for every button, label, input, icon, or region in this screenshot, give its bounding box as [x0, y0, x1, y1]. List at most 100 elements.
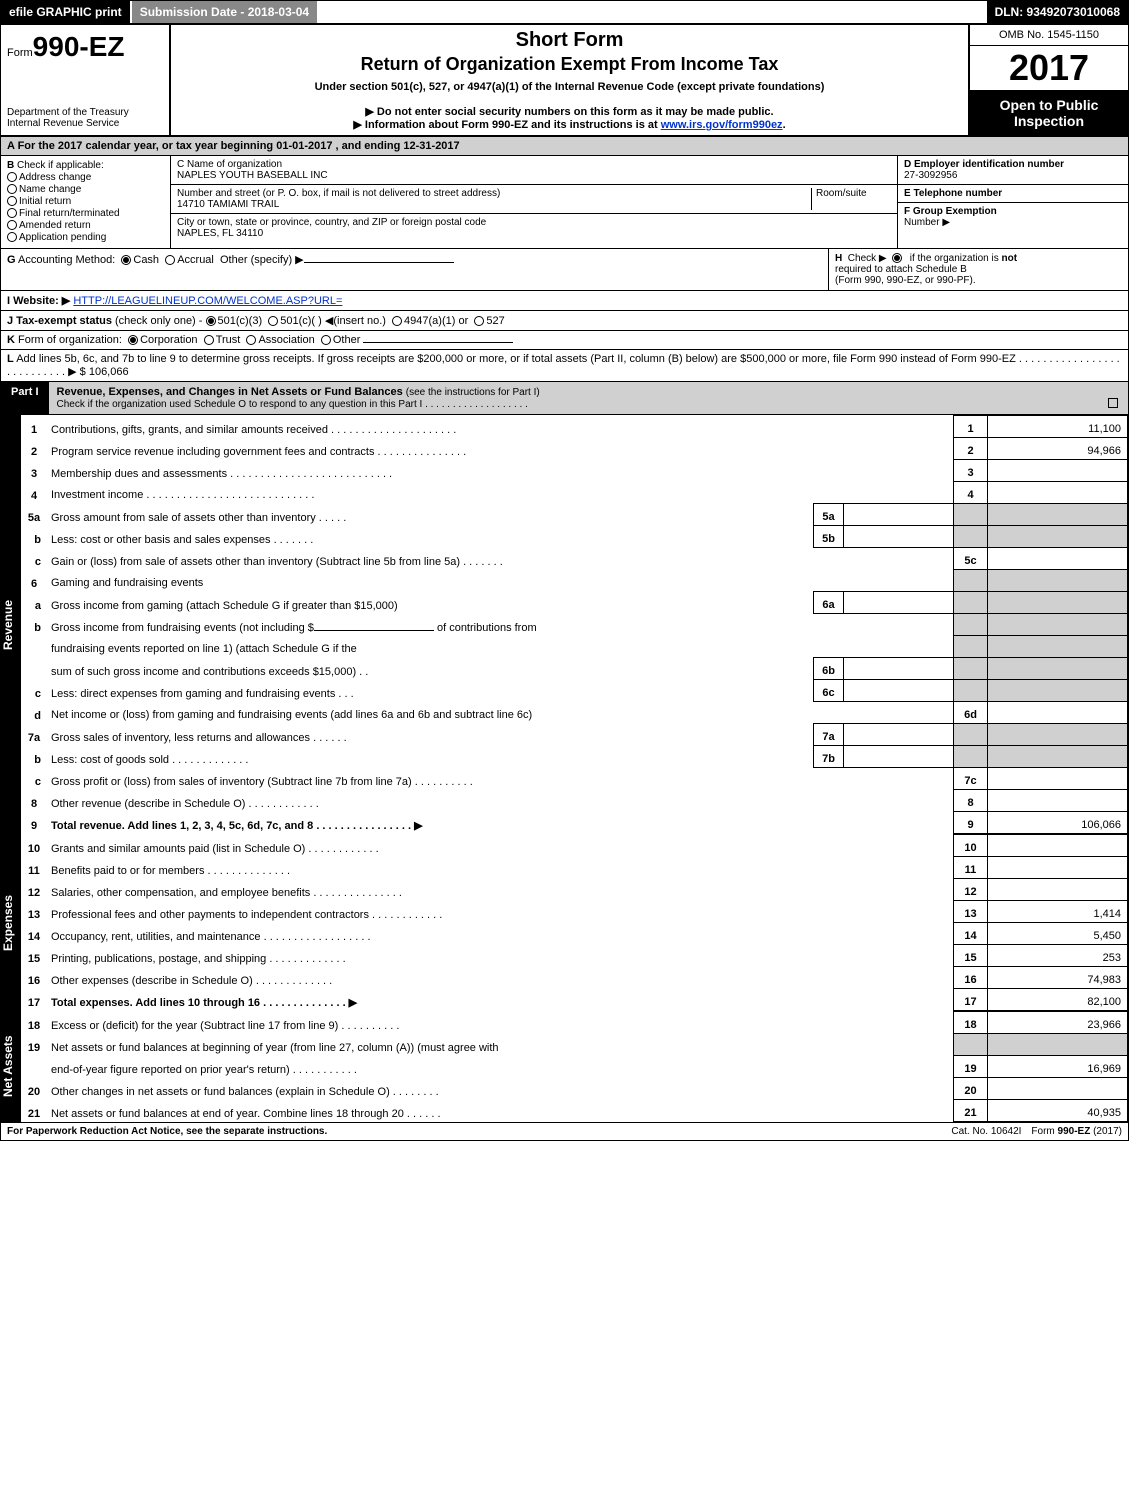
section-bcdef: B Check if applicable: Address change Na… — [1, 156, 1128, 249]
k-o3: Association — [258, 334, 314, 346]
l20-desc: Other changes in net assets or fund bala… — [47, 1078, 954, 1100]
accounting-cash-radio[interactable] — [121, 255, 131, 265]
info-pre: ▶ Information about Form 990-EZ and its … — [353, 119, 660, 131]
info-link[interactable]: www.irs.gov/form990ez — [661, 119, 783, 131]
line-7c: cGross profit or (loss) from sales of in… — [21, 768, 1128, 790]
h-check-radio[interactable] — [892, 253, 902, 263]
k-o4: Other — [333, 334, 361, 346]
l5a-desc: Gross amount from sale of assets other t… — [47, 504, 814, 526]
l8-num: 8 — [21, 790, 47, 812]
l-text: Add lines 5b, 6c, and 7b to line 9 to de… — [7, 353, 1120, 378]
l19-rnum: 19 — [954, 1056, 988, 1078]
l6c-rnum-shade — [954, 680, 988, 702]
row-gh: G Accounting Method: Cash Accrual Other … — [1, 249, 1128, 291]
l6-rnum-shade — [954, 570, 988, 592]
line-17: 17Total expenses. Add lines 10 through 1… — [21, 989, 1128, 1011]
under-section: Under section 501(c), 527, or 4947(a)(1)… — [177, 81, 962, 93]
form-number-big: 990-EZ — [33, 31, 125, 62]
part-i-title-text: Revenue, Expenses, and Changes in Net As… — [57, 386, 403, 398]
l7a-rval-shade — [988, 724, 1128, 746]
k-other-input[interactable] — [363, 342, 513, 343]
street-row: Number and street (or P. O. box, if mail… — [171, 185, 897, 214]
j-501c3-radio[interactable] — [206, 316, 216, 326]
l17-desc-text: Total expenses. Add lines 10 through 16 … — [51, 997, 357, 1009]
h-label: H — [835, 253, 842, 264]
l15-rval: 253 — [988, 945, 1128, 967]
j-501c-radio[interactable] — [268, 316, 278, 326]
telephone-row: E Telephone number — [898, 185, 1128, 203]
k-assoc-radio[interactable] — [246, 335, 256, 345]
l6b-desc-mid: of contributions from — [437, 622, 537, 634]
j-527-radio[interactable] — [474, 316, 484, 326]
line-4: 4Investment income . . . . . . . . . . .… — [21, 482, 1128, 504]
part-i-title: Revenue, Expenses, and Changes in Net As… — [49, 382, 1128, 414]
row-g: G Accounting Method: Cash Accrual Other … — [1, 249, 828, 290]
l18-num: 18 — [21, 1012, 47, 1034]
l7a-rnum-shade — [954, 724, 988, 746]
dept-treasury: Department of the Treasury — [7, 107, 163, 118]
l2-rval: 94,966 — [988, 438, 1128, 460]
line-19-1: 19Net assets or fund balances at beginni… — [21, 1034, 1128, 1056]
accounting-accrual-radio[interactable] — [165, 255, 175, 265]
l7b-rnum-shade — [954, 746, 988, 768]
h-not: not — [1001, 253, 1017, 264]
l12-rnum: 12 — [954, 879, 988, 901]
line-2: 2Program service revenue including gover… — [21, 438, 1128, 460]
part-i-checkbox[interactable] — [1108, 398, 1118, 408]
l6c-innum: 6c — [814, 680, 844, 702]
l6b-desc-pre: Gross income from fundraising events (no… — [51, 622, 314, 634]
l7b-desc: Less: cost of goods sold . . . . . . . .… — [47, 746, 814, 768]
k-other-radio[interactable] — [321, 335, 331, 345]
l6b1-rnum-shade — [954, 614, 988, 636]
l1-rnum: 1 — [954, 416, 988, 438]
l6-num: 6 — [21, 570, 47, 592]
chk-application-pending[interactable]: Application pending — [7, 232, 164, 243]
l6b-blank[interactable] — [314, 630, 434, 631]
g-cash: Cash — [133, 254, 159, 266]
l6a-desc: Gross income from gaming (attach Schedul… — [47, 592, 814, 614]
chk-amended-return-label: Amended return — [19, 220, 91, 231]
footer-right-pre: Form — [1031, 1126, 1057, 1137]
revenue-content: 1Contributions, gifts, grants, and simil… — [21, 415, 1128, 834]
l5a-rnum-shade — [954, 504, 988, 526]
g-other-input[interactable] — [304, 262, 454, 263]
omb-number: OMB No. 1545-1150 — [970, 25, 1128, 46]
expenses-section: Expenses 10Grants and similar amounts pa… — [1, 834, 1128, 1011]
l21-rnum: 21 — [954, 1100, 988, 1122]
chk-initial-return[interactable]: Initial return — [7, 196, 164, 207]
chk-amended-return[interactable]: Amended return — [7, 220, 164, 231]
chk-final-return[interactable]: Final return/terminated — [7, 208, 164, 219]
chk-address-change[interactable]: Address change — [7, 172, 164, 183]
line-18: 18Excess or (deficit) for the year (Subt… — [21, 1012, 1128, 1034]
l6b3-rnum-shade — [954, 658, 988, 680]
l6d-num: d — [21, 702, 47, 724]
website-link[interactable]: HTTP://LEAGUELINEUP.COM/WELCOME.ASP?URL= — [73, 295, 342, 307]
j-4947-radio[interactable] — [392, 316, 402, 326]
l3-desc: Membership dues and assessments . . . . … — [47, 460, 954, 482]
l7a-desc: Gross sales of inventory, less returns a… — [47, 724, 814, 746]
l6c-inval — [844, 680, 954, 702]
l5c-rnum: 5c — [954, 548, 988, 570]
chk-name-change[interactable]: Name change — [7, 184, 164, 195]
l7c-rnum: 7c — [954, 768, 988, 790]
k-corp-radio[interactable] — [128, 335, 138, 345]
open-line1: Open to Public — [972, 97, 1126, 113]
l7a-num: 7a — [21, 724, 47, 746]
l6b3-num — [21, 658, 47, 680]
efile-print-button[interactable]: efile GRAPHIC print — [1, 1, 132, 23]
l4-rval — [988, 482, 1128, 504]
return-title: Return of Organization Exempt From Incom… — [177, 54, 962, 75]
line-6: 6Gaming and fundraising events — [21, 570, 1128, 592]
l-val: 106,066 — [89, 366, 129, 378]
ein-row: D Employer identification number 27-3092… — [898, 156, 1128, 185]
header-left: Form990-EZ Department of the Treasury In… — [1, 25, 171, 135]
b-check-label: Check if applicable: — [17, 160, 104, 171]
k-trust-radio[interactable] — [204, 335, 214, 345]
line-5a: 5aGross amount from sale of assets other… — [21, 504, 1128, 526]
l6b-desc1: Gross income from fundraising events (no… — [47, 614, 954, 636]
l2-desc: Program service revenue including govern… — [47, 438, 954, 460]
j-o4: 527 — [486, 315, 504, 327]
l5a-inval — [844, 504, 954, 526]
l21-rval: 40,935 — [988, 1100, 1128, 1122]
expenses-tab: Expenses — [1, 834, 21, 1011]
